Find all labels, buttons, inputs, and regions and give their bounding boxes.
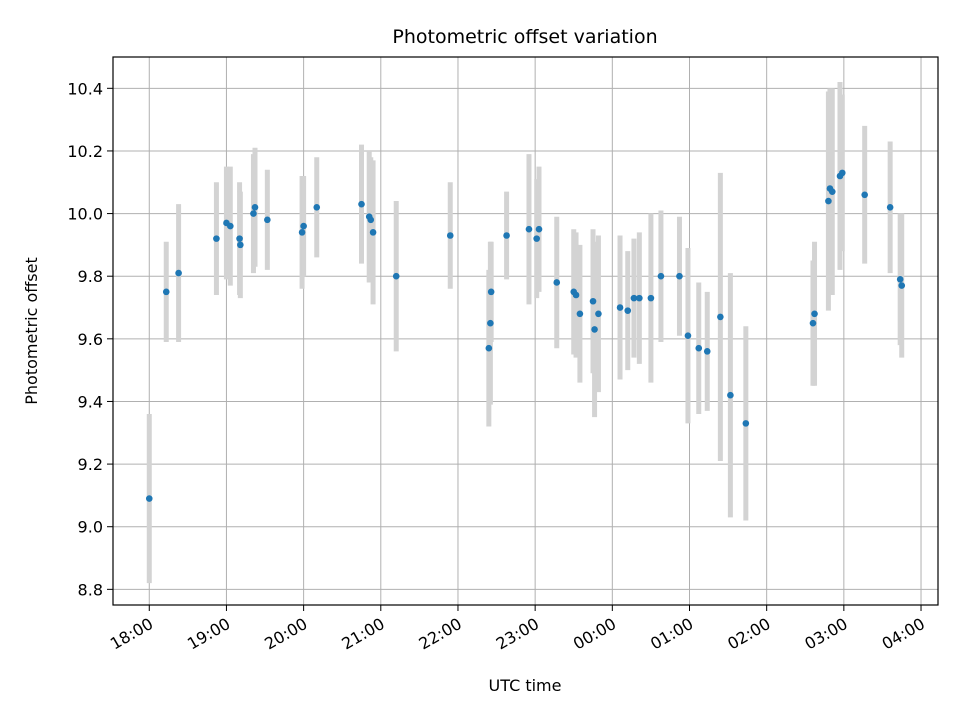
y-tick-label: 9.8 — [78, 267, 103, 286]
y-tick-label: 8.8 — [78, 580, 103, 599]
y-axis-ticks: 8.8 9.0 9.2 9.4 9.6 9.8 10.0 10.2 10.4 — [67, 79, 113, 599]
data-point — [825, 197, 832, 205]
data-point — [896, 276, 904, 283]
data-point — [553, 279, 561, 286]
y-tick-label: 9.6 — [78, 330, 103, 349]
data-point — [589, 297, 597, 305]
data-point — [227, 222, 234, 230]
data-point — [572, 291, 580, 299]
data-point — [624, 307, 632, 314]
data-point — [636, 294, 643, 302]
y-tick-label: 9.4 — [78, 392, 103, 411]
data-point — [657, 272, 665, 280]
data-point — [828, 188, 836, 195]
data-point — [487, 319, 494, 327]
y-tick-label: 9.2 — [78, 455, 103, 474]
chart-title: Photometric offset variation — [392, 26, 657, 48]
data-point — [162, 288, 170, 296]
data-point — [237, 241, 244, 249]
data-point — [446, 232, 454, 239]
data-point — [684, 332, 692, 339]
data-point — [264, 216, 271, 224]
data-point — [647, 294, 655, 302]
data-point — [717, 313, 724, 321]
y-tick-label: 9.0 — [78, 518, 103, 537]
data-point — [145, 495, 153, 502]
data-point — [300, 222, 307, 230]
data-point — [369, 229, 377, 236]
data-point — [898, 282, 906, 289]
x-axis-title: UTC time — [489, 676, 562, 695]
data-point — [485, 344, 493, 352]
data-point — [525, 225, 533, 233]
data-point — [251, 204, 259, 211]
data-point — [367, 216, 375, 224]
data-point — [886, 204, 894, 211]
data-point — [861, 191, 868, 199]
grid — [113, 57, 938, 605]
data-point — [630, 294, 638, 302]
data-point — [695, 344, 703, 352]
data-point — [213, 235, 220, 242]
data-point — [392, 272, 400, 280]
data-point — [676, 272, 683, 280]
data-point — [727, 391, 734, 399]
plot-frame — [112, 56, 939, 606]
data-point — [591, 326, 598, 333]
y-tick-label: 10.0 — [67, 205, 103, 224]
data-point — [313, 204, 321, 211]
data-point — [533, 235, 540, 242]
data-point — [839, 169, 846, 177]
data-point — [358, 200, 365, 208]
data-point — [236, 235, 243, 242]
y-tick-label: 10.4 — [67, 79, 103, 98]
data-point — [298, 229, 306, 236]
y-axis-title: Photometric offset — [22, 257, 41, 405]
data-point — [742, 420, 750, 427]
data-point — [703, 348, 711, 355]
data-point — [616, 304, 624, 311]
data-point — [175, 269, 182, 277]
data-point — [535, 225, 543, 233]
data-point — [811, 310, 818, 318]
data-point — [595, 310, 602, 318]
data-point — [576, 310, 584, 318]
data-point — [809, 319, 817, 327]
data-points — [145, 169, 906, 502]
data-point — [503, 232, 510, 239]
data-point — [487, 288, 495, 296]
data-point — [250, 210, 257, 217]
y-tick-label: 10.2 — [67, 142, 103, 161]
